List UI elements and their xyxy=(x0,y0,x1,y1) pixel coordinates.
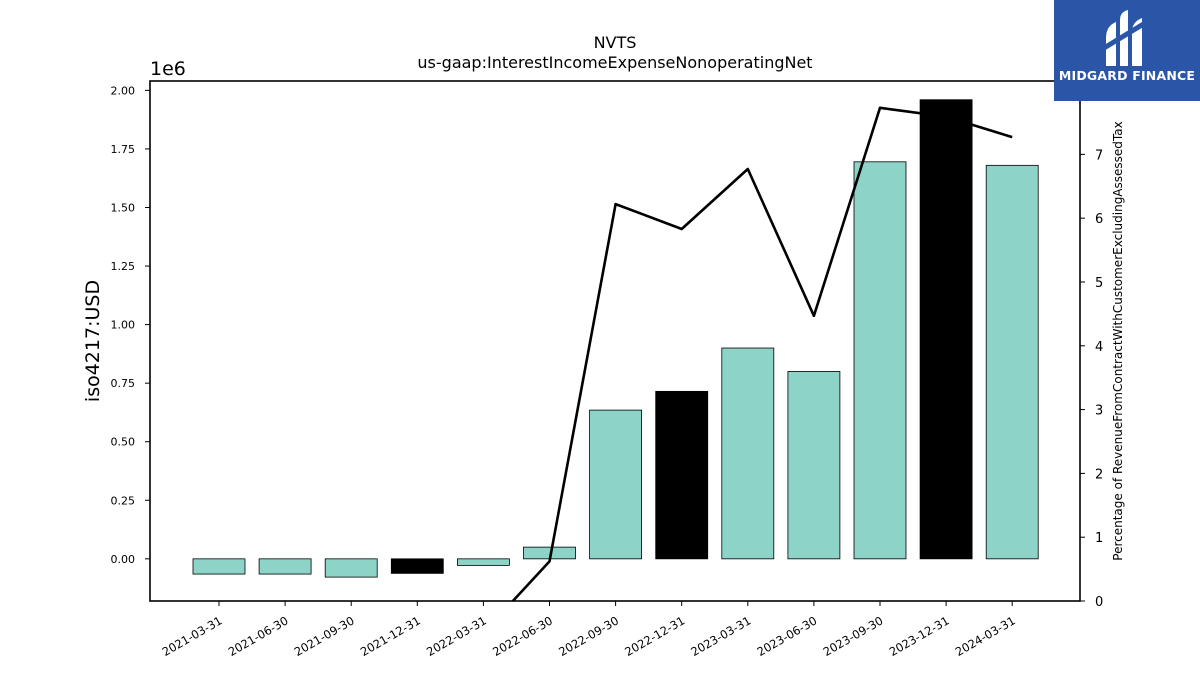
bar-2022-12-31 xyxy=(655,390,709,560)
y-axis-label: iso4217:USD xyxy=(82,280,104,402)
plot-frame xyxy=(149,80,1081,602)
y2-tick-label: 7 xyxy=(1095,148,1103,163)
y2-tick-label: 1 xyxy=(1095,531,1103,546)
x-tick-label: 2022-12-31 xyxy=(622,613,687,659)
y-tick-label: 0.50 xyxy=(111,436,136,449)
bar-2021-12-31 xyxy=(390,558,444,574)
bar-2023-06-30 xyxy=(787,371,841,560)
x-tick-label: 2021-09-30 xyxy=(292,613,357,659)
midgard-logo-icon xyxy=(1102,10,1152,66)
x-tick-label: 2023-06-30 xyxy=(755,613,820,659)
bar-2024-03-31 xyxy=(985,164,1039,560)
bar-2023-12-31 xyxy=(919,99,973,560)
y-tick-label: 1.75 xyxy=(111,143,136,156)
ratio-line xyxy=(511,106,1013,601)
bar-2023-09-30 xyxy=(853,161,907,560)
y-tick-label: 1.25 xyxy=(111,260,136,273)
y2-tick-label: 4 xyxy=(1095,340,1103,355)
y-tick-label: 2.00 xyxy=(111,84,136,97)
y-tick-label: 0.25 xyxy=(111,494,136,507)
bar-2021-06-30 xyxy=(258,558,312,575)
x-tick-label: 2021-12-31 xyxy=(358,613,423,659)
chart-title: NVTS xyxy=(594,33,637,52)
y-tick-label: 1.00 xyxy=(111,319,136,332)
x-tick-label: 2023-12-31 xyxy=(887,613,952,659)
y-tick-label: 0.00 xyxy=(111,553,136,566)
x-tick-label: 2024-03-31 xyxy=(953,613,1018,659)
x-tick-label: 2023-09-30 xyxy=(821,613,886,659)
y-tick-label: 0.75 xyxy=(111,377,136,390)
bar-2021-09-30 xyxy=(324,558,378,578)
midgard-finance-logo: MIDGARD FINANCE xyxy=(1054,0,1200,101)
bar-2022-03-31 xyxy=(456,558,510,566)
chart-subtitle: us-gaap:InterestIncomeExpenseNonoperatin… xyxy=(417,53,812,72)
bar-2022-09-30 xyxy=(589,409,642,560)
y-tick-label: 1.50 xyxy=(111,201,136,214)
y2-axis-label: Percentage of RevenueFromContractWithCus… xyxy=(1111,121,1125,560)
x-tick-label: 2021-06-30 xyxy=(226,613,291,659)
y2-tick-label: 3 xyxy=(1095,404,1103,419)
y2-tick-label: 6 xyxy=(1095,212,1103,227)
x-tick-label: 2022-06-30 xyxy=(490,613,555,659)
y-offset-label: 1e6 xyxy=(150,58,186,80)
x-tick-label: 2022-09-30 xyxy=(556,613,621,659)
y2-tick-label: 5 xyxy=(1095,276,1103,291)
x-tick-label: 2021-03-31 xyxy=(160,613,225,659)
x-tick-label: 2022-03-31 xyxy=(424,613,489,659)
y2-tick-label: 0 xyxy=(1095,595,1103,610)
x-tick-label: 2023-03-31 xyxy=(688,613,753,659)
logo-text: MIDGARD FINANCE xyxy=(1058,68,1196,83)
bar-2023-03-31 xyxy=(721,347,775,560)
y2-tick-label: 2 xyxy=(1095,467,1103,482)
bar-2021-03-31 xyxy=(192,558,246,575)
